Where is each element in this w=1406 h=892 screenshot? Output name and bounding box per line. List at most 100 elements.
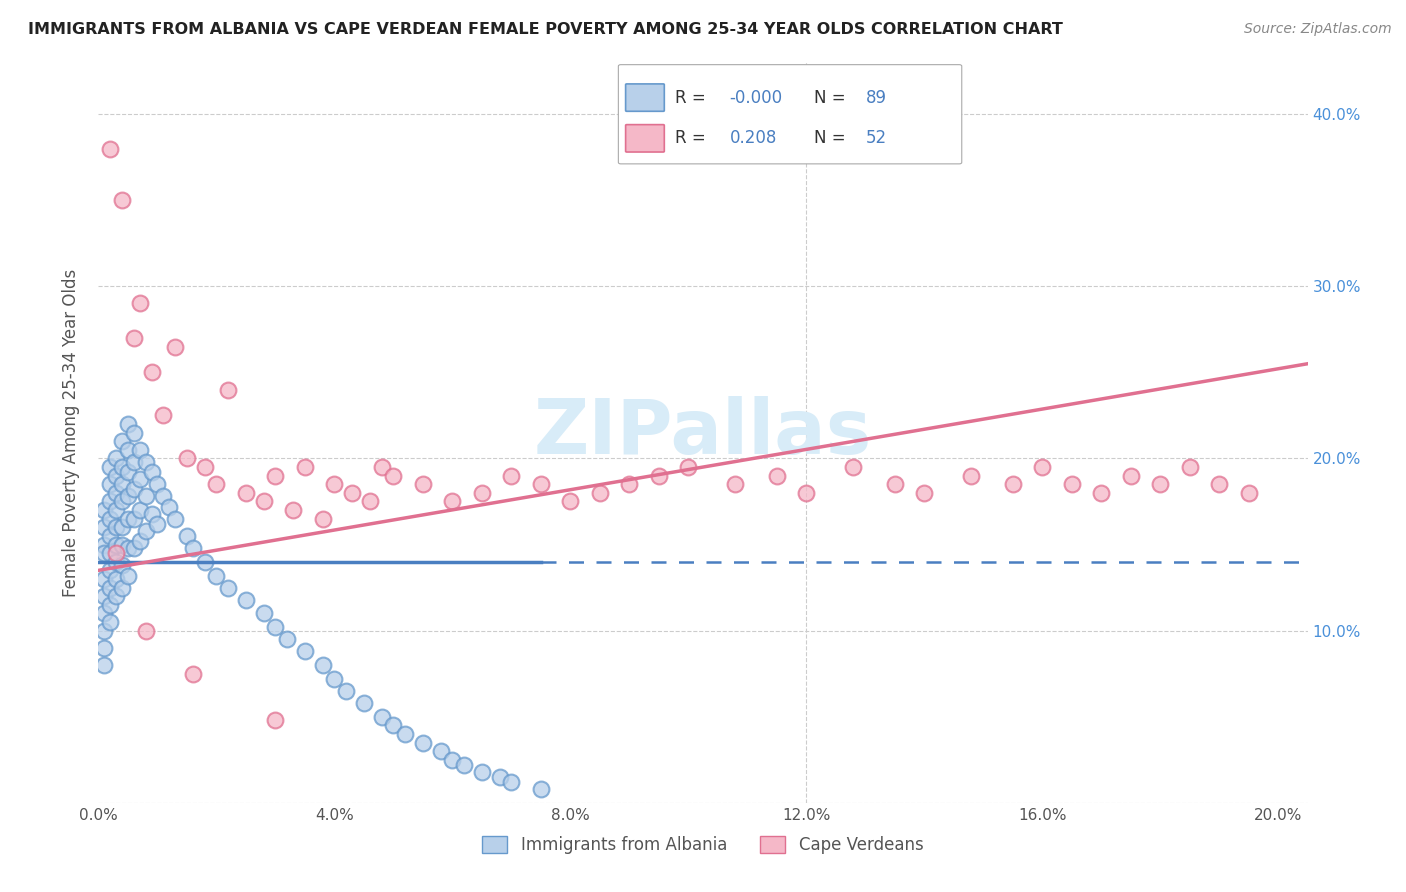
Point [530, 477, 553, 491]
Point [1208, 477, 1230, 491]
Point [181, 541, 204, 555]
Point [724, 477, 747, 491]
Point [181, 666, 204, 681]
Point [111, 558, 134, 573]
Point [152, 409, 174, 423]
Text: 0.208: 0.208 [730, 129, 778, 147]
Point [471, 486, 494, 500]
Text: Source: ZipAtlas.com: Source: ZipAtlas.com [1244, 22, 1392, 37]
Point [794, 486, 817, 500]
Point [165, 339, 187, 353]
Point [323, 672, 346, 686]
Point [141, 507, 163, 521]
Point [93, 658, 115, 673]
Point [1001, 477, 1024, 491]
Point [93, 640, 115, 655]
Point [105, 537, 128, 551]
Point [111, 581, 134, 595]
Text: R =: R = [675, 88, 711, 107]
Point [146, 516, 169, 531]
Text: N =: N = [814, 88, 851, 107]
Point [264, 468, 287, 483]
Point [264, 620, 287, 634]
Point [589, 486, 612, 500]
Point [960, 468, 983, 483]
Point [217, 581, 239, 595]
Point [93, 546, 115, 560]
Point [176, 451, 198, 466]
Point [678, 460, 700, 475]
Point [619, 477, 641, 491]
Text: IMMIGRANTS FROM ALBANIA VS CAPE VERDEAN FEMALE POVERTY AMONG 25-34 YEAR OLDS COR: IMMIGRANTS FROM ALBANIA VS CAPE VERDEAN … [28, 22, 1063, 37]
Point [1060, 477, 1083, 491]
Point [530, 782, 553, 797]
Point [105, 555, 128, 569]
Point [501, 468, 523, 483]
Point [453, 758, 475, 772]
Point [152, 489, 174, 503]
Point [93, 503, 115, 517]
Point [128, 296, 150, 310]
Y-axis label: Female Poverty Among 25-34 Year Olds: Female Poverty Among 25-34 Year Olds [62, 268, 80, 597]
Point [157, 500, 180, 514]
Point [912, 486, 935, 500]
Point [441, 753, 464, 767]
Point [370, 460, 392, 475]
Point [117, 568, 139, 582]
Point [111, 434, 134, 449]
Point [93, 607, 115, 621]
Point [98, 460, 121, 475]
Point [105, 572, 128, 586]
Point [135, 489, 157, 503]
Point [235, 592, 257, 607]
Point [382, 718, 405, 732]
Point [252, 607, 274, 621]
Point [394, 727, 416, 741]
Point [842, 460, 865, 475]
Point [105, 520, 128, 534]
Point [98, 563, 121, 577]
Legend: Immigrants from Albania, Cape Verdeans: Immigrants from Albania, Cape Verdeans [475, 830, 931, 861]
Point [412, 477, 434, 491]
Point [323, 477, 346, 491]
Text: 89: 89 [866, 88, 887, 107]
Text: ZIPallas: ZIPallas [534, 396, 872, 469]
FancyBboxPatch shape [626, 125, 664, 152]
Point [370, 709, 392, 723]
Text: N =: N = [814, 129, 851, 147]
Point [205, 568, 228, 582]
Point [122, 425, 145, 440]
Point [217, 383, 239, 397]
Point [146, 477, 169, 491]
Point [141, 465, 163, 479]
Point [501, 775, 523, 789]
Point [353, 696, 375, 710]
Point [194, 555, 217, 569]
Point [135, 455, 157, 469]
Point [98, 546, 121, 560]
Point [105, 451, 128, 466]
Point [93, 589, 115, 603]
Point [122, 483, 145, 497]
Point [105, 546, 128, 560]
Point [488, 770, 510, 784]
Point [311, 658, 333, 673]
Point [93, 537, 115, 551]
Point [252, 494, 274, 508]
Point [335, 684, 357, 698]
Point [141, 365, 163, 379]
Point [235, 486, 257, 500]
FancyBboxPatch shape [626, 84, 664, 112]
Point [93, 572, 115, 586]
Point [429, 744, 451, 758]
Point [122, 541, 145, 555]
Point [105, 503, 128, 517]
Point [264, 713, 287, 727]
FancyBboxPatch shape [619, 64, 962, 164]
Point [1119, 468, 1142, 483]
Point [128, 503, 150, 517]
Point [1149, 477, 1171, 491]
Point [117, 489, 139, 503]
Point [105, 486, 128, 500]
Point [105, 589, 128, 603]
